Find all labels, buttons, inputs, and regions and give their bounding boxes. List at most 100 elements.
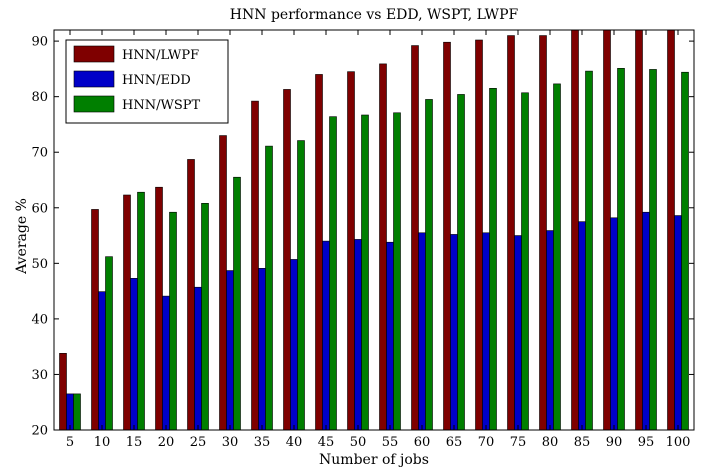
bar-hnn-wspt-95 (649, 69, 657, 431)
y-tick-label: 60 (31, 201, 48, 216)
bar-hnn-wspt-10 (105, 256, 113, 431)
y-tick-label: 40 (31, 312, 48, 327)
x-tick-label: 90 (606, 435, 623, 450)
bar-hnn-edd-5 (66, 393, 74, 431)
bar-hnn-lwpf-45 (315, 74, 323, 431)
bar-hnn-wspt-70 (489, 88, 497, 431)
x-tick-label: 10 (94, 435, 111, 450)
bar-hnn-lwpf-20 (155, 186, 163, 431)
bar-hnn-edd-30 (226, 270, 234, 431)
bar-hnn-lwpf-40 (283, 89, 291, 431)
y-axis-label: Average % (14, 198, 30, 275)
bar-hnn-wspt-35 (265, 145, 273, 431)
legend-label: HNN/LWPF (122, 48, 199, 63)
y-tick-label: 70 (31, 146, 48, 161)
legend-label: HNN/EDD (122, 73, 191, 88)
bar-hnn-wspt-20 (169, 211, 177, 431)
bar-hnn-edd-60 (418, 232, 426, 431)
y-tick-label: 30 (31, 368, 48, 383)
bar-hnn-edd-55 (386, 241, 394, 431)
bar-hnn-lwpf-85 (571, 29, 579, 431)
bar-hnn-edd-65 (450, 234, 458, 431)
bar-hnn-lwpf-60 (411, 45, 419, 431)
bar-hnn-wspt-50 (361, 114, 369, 431)
bar-hnn-lwpf-10 (91, 209, 99, 431)
x-tick-label: 25 (190, 435, 207, 450)
bar-hnn-lwpf-90 (603, 29, 611, 431)
bar-hnn-lwpf-5 (59, 353, 67, 431)
bar-hnn-lwpf-70 (475, 39, 483, 431)
x-tick-label: 40 (286, 435, 303, 450)
y-tick-label: 80 (31, 90, 48, 105)
x-tick-label: 75 (510, 435, 527, 450)
x-tick-label: 95 (638, 435, 655, 450)
bar-hnn-wspt-65 (457, 94, 465, 431)
bar-hnn-lwpf-80 (539, 35, 547, 431)
bar-hnn-lwpf-100 (667, 29, 675, 431)
bar-hnn-wspt-55 (393, 112, 401, 431)
legend: HNN/LWPF HNN/EDD HNN/WSPT (65, 39, 229, 124)
x-tick-label: 70 (478, 435, 495, 450)
bar-hnn-wspt-30 (233, 176, 241, 431)
legend-label: HNN/WSPT (122, 98, 200, 113)
bar-hnn-wspt-45 (329, 116, 337, 431)
y-tick-label: 50 (31, 257, 48, 272)
x-tick-label: 50 (350, 435, 367, 450)
x-tick-label: 60 (414, 435, 431, 450)
bar-hnn-edd-25 (194, 286, 202, 431)
x-tick-label: 15 (126, 435, 143, 450)
bar-hnn-lwpf-95 (635, 29, 643, 431)
y-tick-label: 90 (31, 35, 48, 50)
bar-hnn-edd-45 (322, 240, 330, 431)
bar-hnn-lwpf-50 (347, 71, 355, 431)
bar-hnn-edd-90 (610, 217, 618, 431)
bar-hnn-wspt-25 (201, 203, 209, 431)
x-tick-label: 65 (446, 435, 463, 450)
bar-hnn-edd-15 (130, 278, 138, 431)
bar-hnn-edd-20 (162, 295, 170, 431)
bar-hnn-lwpf-55 (379, 63, 387, 431)
bar-hnn-lwpf-65 (443, 41, 451, 431)
bar-hnn-wspt-85 (585, 70, 593, 431)
bar-hnn-edd-95 (642, 211, 650, 431)
bar-hnn-edd-10 (98, 291, 106, 431)
bar-hnn-edd-40 (290, 259, 298, 431)
plot-frame (53, 29, 695, 431)
bar-hnn-wspt-15 (137, 191, 145, 431)
ticks-group: 20 30 40 50 60 70 80 90 5 10 15 20 25 30 35 40 45 50 55 60 6… (31, 30, 694, 450)
bar-hnn-lwpf-15 (123, 194, 131, 431)
legend-swatch (73, 45, 115, 63)
legend-swatch (73, 70, 115, 88)
x-tick-label: 5 (66, 435, 74, 450)
bar-hnn-edd-80 (546, 230, 554, 431)
chart-title: HNN performance vs EDD, WSPT, LWPF (230, 7, 519, 23)
x-tick-label: 80 (542, 435, 559, 450)
bars-group (59, 29, 689, 431)
bar-hnn-lwpf-35 (251, 100, 259, 431)
bar-hnn-wspt-100 (681, 71, 689, 431)
bar-hnn-wspt-5 (73, 393, 81, 431)
x-tick-label: 55 (382, 435, 399, 450)
legend-swatch (73, 95, 115, 113)
x-tick-label: 100 (666, 435, 691, 450)
y-tick-label: 20 (31, 424, 48, 439)
bar-hnn-edd-50 (354, 239, 362, 431)
bar-hnn-wspt-40 (297, 140, 305, 431)
bar-hnn-edd-75 (514, 235, 522, 431)
bar-hnn-wspt-80 (553, 83, 561, 431)
bar-hnn-edd-70 (482, 232, 490, 431)
bar-hnn-edd-35 (258, 268, 266, 431)
bar-hnn-wspt-90 (617, 68, 625, 431)
bar-hnn-edd-85 (578, 221, 586, 431)
bar-hnn-lwpf-75 (507, 35, 515, 431)
bar-hnn-edd-100 (674, 215, 682, 431)
x-tick-label: 20 (158, 435, 175, 450)
x-tick-label: 45 (318, 435, 335, 450)
bar-hnn-lwpf-30 (219, 135, 227, 431)
x-axis-label: Number of jobs (319, 452, 429, 468)
x-tick-label: 30 (222, 435, 239, 450)
bar-hnn-wspt-60 (425, 99, 433, 431)
bar-hnn-lwpf-25 (187, 159, 195, 431)
x-tick-label: 85 (574, 435, 591, 450)
